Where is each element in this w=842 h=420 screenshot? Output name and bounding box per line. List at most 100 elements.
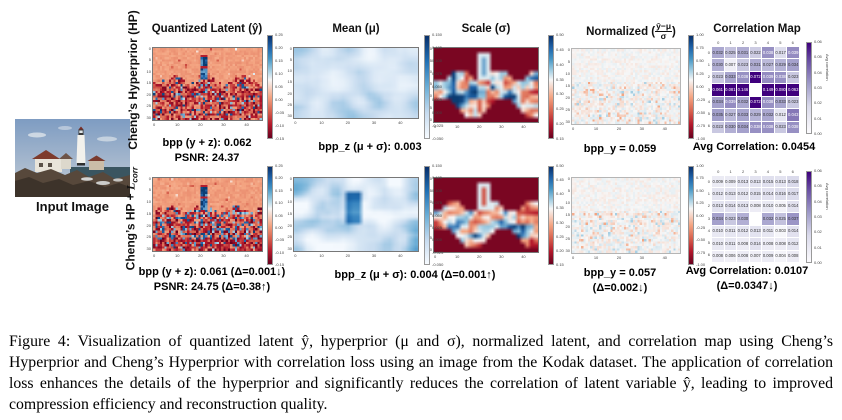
colorbar-gradient: [548, 35, 554, 139]
x-tick-label: 0: [294, 120, 297, 125]
y-tick-label: 5: [289, 56, 292, 62]
y-tick-label: 30: [146, 115, 151, 121]
colorbar-tick-label: 0.025: [432, 224, 443, 230]
y-tick-label: 15: [146, 80, 151, 86]
x-tick-label: 30: [221, 122, 226, 127]
correlation-cell: 0.029: [749, 109, 762, 121]
correlation-cell: 0.034: [787, 59, 799, 71]
normalized-bottom-canvas: [572, 178, 680, 253]
correlation-cell: 0.027: [762, 59, 774, 71]
correlation-cell: 0.008: [749, 200, 762, 213]
colorbar-gradient: [424, 35, 430, 139]
colorbar-tick-label: -0.75: [696, 123, 706, 128]
colorbar-tick-label: 0.000: [432, 237, 443, 243]
correlation-cell: 0.039: [762, 71, 774, 84]
colorbar-correlation-bottom: 0.06 0.05 0.04 0.03 0.02 0.01 0.00 Avg correlat…: [806, 169, 830, 265]
y-tick-label: 0: [289, 45, 292, 51]
x-tick-label: 10: [454, 124, 460, 129]
correlation-cell: 0.017: [787, 188, 799, 200]
corr-x-tick-label: 0: [717, 169, 720, 174]
colorbar-tick-label: 0.25: [275, 163, 283, 168]
x-tick-label: 20: [345, 253, 351, 258]
y-tick-label: 0: [289, 175, 292, 181]
caption-bpp-total-top: bpp (y + z): 0.062: [162, 137, 252, 149]
y-tick-label: 25: [146, 234, 151, 240]
corr-y-tick-label: 2: [707, 203, 710, 209]
y-tick-label: 25: [287, 101, 292, 107]
colorbar-tick-label: 0.01: [814, 115, 822, 121]
x-tick-label: 40: [244, 122, 249, 127]
correlation-cell: 0.012: [787, 238, 799, 250]
title-scale: Scale (σ): [461, 23, 511, 35]
title-normalized-prefix: Normalized (: [586, 25, 656, 38]
colorbar-tick-label: 0.50: [556, 32, 564, 37]
caption-bpp-y-bottom: bpp_y = 0.057: [583, 267, 657, 279]
correlation-cell: 0.030: [724, 121, 737, 133]
correlation-cell: 0.015: [762, 176, 774, 188]
x-tick-label: 10: [175, 253, 180, 258]
heatmap-mean-top: 0 10 20 30 40 0 5 10 15 20 25 30: [288, 46, 419, 125]
heatmap-quantized-bottom: 0 10 20 30 40 0 5 10 15 20 25 30: [147, 176, 263, 258]
heatmap-quantized-top: 0 10 20 30 40 0 5 10 15 20 25 30: [147, 46, 263, 127]
correlation-cell: 0.006: [724, 250, 737, 262]
colorbar-tick-label: 0.40: [556, 191, 564, 197]
x-tick-label: 10: [319, 120, 324, 125]
corr-x-tick-label: 4: [766, 40, 770, 45]
y-tick-label: 15: [287, 210, 292, 216]
correlation-cell: 0.033: [737, 109, 749, 121]
y-tick-label: 10: [565, 199, 570, 205]
correlation-cell: 0.037: [787, 213, 799, 225]
corr-y-tick-label: 5: [707, 111, 710, 117]
x-tick-label: 30: [499, 254, 504, 259]
corr-x-tick-label: 2: [741, 40, 745, 45]
colorbar-tick-label: 0.40: [556, 61, 564, 67]
scale-bottom-canvas: [434, 178, 538, 252]
colorbar-tick-label: 0.050: [432, 212, 443, 218]
y-tick-label: 5: [429, 57, 432, 63]
y-tick-label: 25: [565, 106, 570, 112]
y-tick-label: 20: [565, 94, 570, 100]
y-tick-label: 10: [146, 199, 151, 205]
colorbar-tick-label: 0.04: [814, 69, 822, 75]
normalized-fraction: ŷ−μ σ: [655, 21, 673, 42]
y-tick-label: 30: [565, 118, 570, 124]
correlation-cell: 0.007: [749, 250, 762, 262]
correlation-cell: 0.013: [749, 176, 762, 188]
figure-caption: Figure 4: Visualization of quantized lat…: [9, 333, 833, 413]
x-tick-label: 40: [521, 124, 526, 129]
y-tick-label: 20: [565, 223, 570, 229]
colorbar-tick-label: -0.050: [432, 262, 444, 267]
correlation-cell: 0.034: [712, 96, 724, 109]
correlation-cell: 0.149: [762, 84, 774, 96]
colorbar-tick-label: 0.35: [556, 76, 564, 82]
x-tick-label: 40: [398, 253, 403, 258]
colorbar-mean-top: 0.150 0.125 0.100 0.075 0.050 0.025 0.000 -0.02…: [424, 33, 443, 141]
x-tick-label: 0: [572, 126, 575, 131]
correlation-map-bottom: 0.009 0.009 0.013 0.013 0.015 0.013 0.018 0.012…: [708, 170, 799, 262]
colorbar-quantized-bottom: 0.25 0.20 0.15 0.10 0.05 0.00 -0.05 -0.10 -0.15: [267, 164, 284, 267]
correlation-cell: 0.015: [749, 188, 762, 200]
correlation-cell: 0.013: [749, 225, 762, 238]
corr-y-tick-label: 6: [707, 252, 710, 258]
caption-psnr-bottom: PSNR: 24.75 (Δ=0.38↑): [154, 281, 270, 293]
colorbar-tick-label: 0.100: [432, 58, 443, 63]
x-tick-label: 40: [244, 253, 249, 258]
correlation-cell: 0.025: [724, 47, 737, 59]
row-label-hp-corr-text: Cheng’s HP +: [123, 189, 138, 271]
y-tick-label: 0: [429, 175, 432, 181]
y-tick-label: 0: [567, 46, 570, 52]
x-tick-label: 40: [398, 120, 403, 125]
x-tick-label: 40: [662, 126, 668, 131]
loss-symbol: L: [123, 182, 138, 190]
quantized-top-canvas: [153, 48, 262, 120]
correlation-cell: 0.072: [749, 71, 762, 84]
correlation-cell: 0.023: [774, 121, 787, 133]
colorbar-tick-label: 0.150: [432, 32, 443, 37]
colorbar-tick-label: -0.25: [696, 97, 706, 102]
input-image-label: Input Image: [36, 199, 109, 214]
correlation-cell: 0.009: [762, 250, 774, 262]
correlation-cell: 0.013: [712, 200, 724, 213]
caption-avg-corr-top: Avg Correlation: 0.0454: [692, 141, 816, 153]
colorbar-tick-label: -0.10: [275, 123, 285, 128]
colorbar-tick-label: 0.150: [432, 163, 443, 168]
